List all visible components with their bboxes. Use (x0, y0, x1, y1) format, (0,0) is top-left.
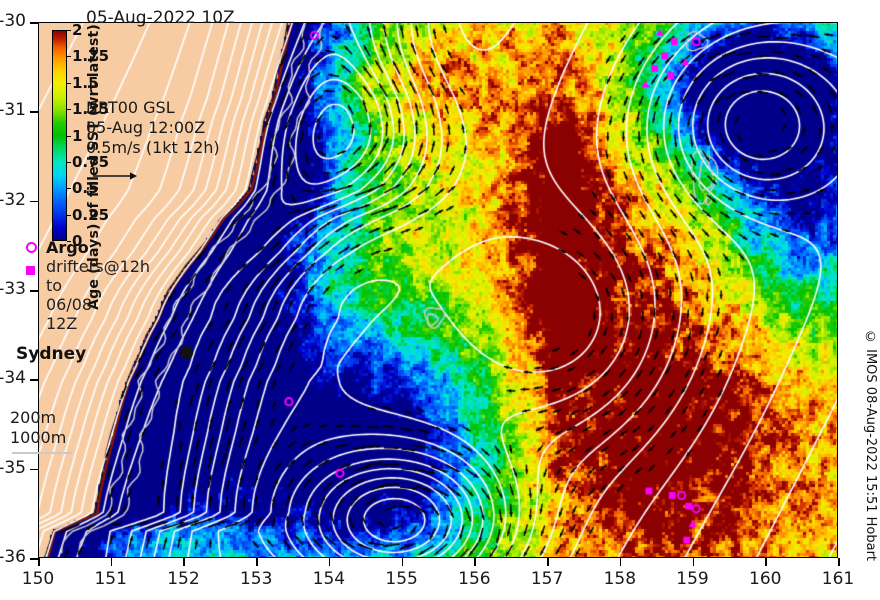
colorbar-tick-label-5: 0.75 (72, 152, 110, 171)
x-tick-label-8: 158 (603, 569, 637, 589)
colorbar-tick (67, 188, 71, 190)
colorbar-tick (67, 30, 71, 31)
x-tick (765, 558, 767, 566)
x-tick-label-4: 154 (312, 569, 346, 589)
colorbar-tick-label-6: 0.5 (72, 179, 99, 198)
x-tick (692, 558, 695, 566)
colorbar-tick (67, 161, 71, 163)
x-tick-label-1: 151 (94, 569, 127, 589)
place-label-sydney: Sydney (16, 344, 87, 364)
x-tick (474, 558, 476, 566)
y-tick (30, 22, 38, 24)
y-tick (30, 200, 38, 203)
x-tick-label-9: 159 (676, 569, 709, 589)
legend-argo-label: Argo (46, 238, 89, 257)
bathymetry-label-200m: 200m (10, 408, 57, 427)
x-tick (110, 558, 113, 566)
colorbar-tick-label-1: 1.75 (72, 47, 110, 66)
colorbar-tick-label-4: 1 (72, 126, 83, 145)
y-tick (30, 379, 38, 381)
timestamp-label: 05-Aug-2022 10Z (86, 8, 235, 28)
y-tick (30, 290, 38, 292)
x-tick (256, 558, 258, 566)
y-tick-label-3: -33 (0, 279, 26, 299)
model-valid-time-label: 05-Aug 12:00Z (86, 118, 206, 137)
y-tick-label-4: -34 (0, 368, 26, 389)
city-marker-icon (180, 346, 193, 359)
model-name-label: NRT00 GSL (86, 98, 175, 117)
bathymetry-label-1000m: 1000m (10, 428, 67, 447)
reference-arrow-icon (93, 172, 137, 180)
colorbar-tick (67, 82, 71, 84)
x-tick (838, 558, 840, 566)
drifter-marker-icon (26, 266, 35, 275)
colorbar-tick (67, 241, 71, 242)
vector-scale-label: 0.5m/s (1kt 12h) (86, 138, 220, 157)
x-tick-label-7: 157 (530, 569, 564, 589)
colorbar-tick-label-0: 2 (72, 21, 83, 39)
bathymetry-legend: 200m 1000m (10, 408, 66, 448)
colorbar-tick-label-3: 1.25 (72, 100, 110, 119)
x-tick (619, 558, 622, 566)
legend-period-label: to 06/08 12Z (46, 276, 93, 333)
bathymetry-legend-line (12, 452, 72, 454)
x-tick (547, 558, 549, 566)
x-tick-label-2: 152 (167, 569, 200, 589)
map-plot-area[interactable] (38, 22, 838, 558)
x-tick-label-11: 161 (821, 569, 855, 589)
x-tick-label-3: 153 (239, 569, 273, 589)
x-tick (183, 558, 185, 566)
y-tick-label-1: -31 (0, 100, 26, 121)
y-tick (30, 111, 38, 113)
colorbar-tick (67, 214, 71, 216)
colorbar-tick (67, 56, 71, 58)
y-tick (30, 558, 38, 560)
copyright-label: © IMOS 08-Aug-2022 15:51 Hobart (863, 330, 878, 562)
colorbar-tick-label-8: 0 (72, 232, 83, 250)
colorbar-tick-label-7: 0.25 (72, 205, 110, 224)
legend-drifters-label: drifters@12h (46, 257, 151, 276)
y-tick (30, 468, 38, 471)
x-tick-label-0: 150 (21, 569, 55, 589)
x-tick-label-6: 156 (458, 569, 491, 589)
y-tick-label-2: -32 (0, 189, 26, 210)
argo-marker-icon (26, 242, 37, 253)
x-tick (328, 558, 331, 566)
current-model-block: NRT00 GSL 05-Aug 12:00Z 0.5m/s (1kt 12h) (86, 98, 220, 158)
colorbar (52, 30, 67, 241)
colorbar-tick (67, 135, 71, 137)
y-tick-label-6: -36 (0, 547, 26, 567)
x-tick (38, 558, 40, 566)
x-tick-label-10: 160 (749, 569, 782, 589)
x-tick (401, 558, 404, 566)
contour-vector-overlay (38, 22, 838, 558)
y-tick-label-5: -35 (0, 457, 26, 478)
colorbar-tick-label-2: 1.5 (72, 73, 99, 92)
colorbar-tick (67, 109, 71, 111)
x-tick-label-5: 155 (385, 569, 418, 589)
y-tick-label-0: -30 (0, 11, 26, 31)
